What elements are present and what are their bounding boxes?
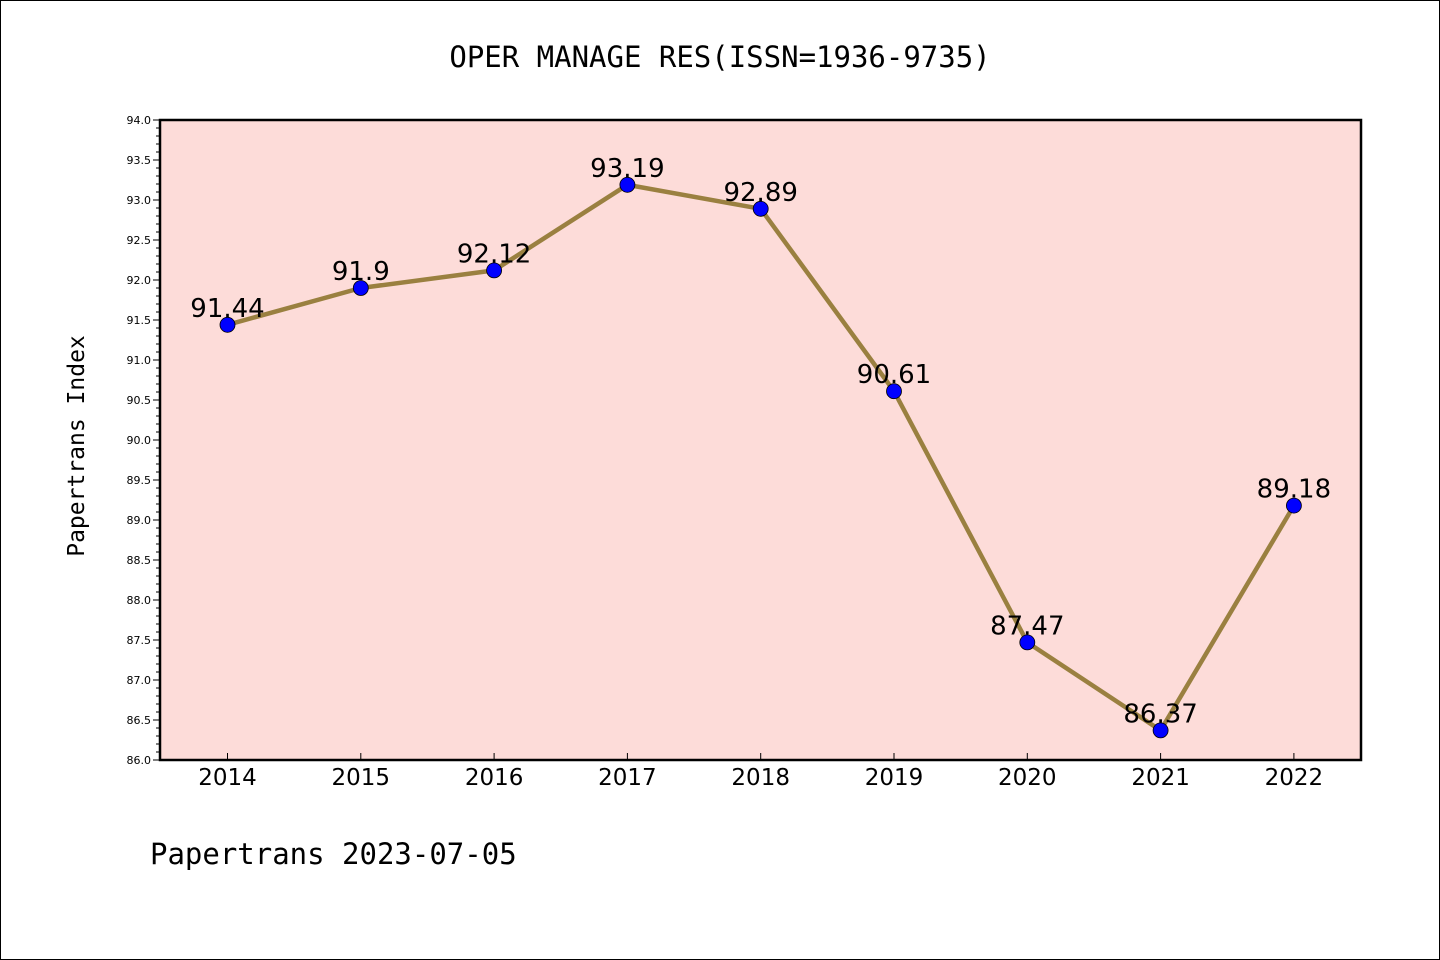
x-tick-label: 2021	[1131, 765, 1190, 791]
data-point	[619, 176, 636, 193]
data-point	[352, 280, 369, 296]
x-axis-ticks: 2014 2015 2016 2017 2018 2019 2020 2021 2022	[198, 753, 1323, 791]
x-tick-label: 2017	[598, 765, 657, 791]
data-labels: 91.44 91.9 92.12 93.19 92.89 90.61 87.47 86.37 8…	[190, 154, 1331, 730]
series	[219, 176, 1302, 739]
data-label: 91.44	[190, 294, 264, 324]
y-tick-label: 88.0	[127, 594, 152, 607]
plot-area	[160, 120, 1361, 760]
x-tick-label: 2022	[1265, 765, 1324, 791]
data-label: 92.12	[457, 239, 531, 269]
data-label: 90.61	[857, 360, 931, 390]
y-tick-label: 91.5	[127, 314, 152, 327]
x-tick-label: 2015	[332, 765, 391, 791]
data-label: 86.37	[1123, 699, 1197, 729]
y-tick-label: 92.5	[127, 234, 152, 247]
x-tick-label: 2019	[865, 765, 924, 791]
x-tick-label: 2016	[465, 765, 524, 791]
data-point	[219, 316, 236, 333]
data-label: 87.47	[990, 611, 1064, 641]
data-point	[1152, 722, 1169, 739]
y-tick-label: 89.0	[127, 514, 152, 527]
x-tick-label: 2014	[198, 765, 257, 791]
data-point	[486, 262, 503, 279]
y-tick-label: 88.5	[127, 554, 152, 567]
y-tick-label: 86.0	[127, 754, 152, 767]
data-point	[1019, 634, 1036, 651]
x-tick-label: 2020	[998, 765, 1057, 791]
y-tick-label: 87.5	[127, 634, 152, 647]
y-axis-label: Papertrans Index	[64, 335, 90, 557]
y-tick-label: 86.5	[127, 714, 152, 727]
data-point	[1286, 497, 1302, 514]
data-point	[886, 383, 902, 400]
data-label: 93.19	[590, 154, 664, 184]
y-tick-label: 87.0	[127, 674, 152, 687]
y-tick-label: 90.5	[127, 394, 152, 407]
y-tick-label: 93.5	[127, 154, 152, 167]
y-tick-label: 94.0	[127, 114, 152, 127]
data-label: 89.18	[1257, 475, 1331, 505]
y-tick-label: 90.0	[127, 434, 152, 447]
chart-title: OPER MANAGE RES(ISSN=1936-9735)	[449, 40, 990, 74]
y-tick-label: 92.0	[127, 274, 152, 287]
data-label: 91.9	[332, 257, 390, 287]
y-tick-label: 93.0	[127, 194, 152, 207]
data-point	[752, 200, 769, 217]
data-label: 92.89	[723, 178, 797, 208]
footer-source-date: Papertrans 2023-07-05	[150, 837, 517, 871]
plot-border	[158, 118, 1363, 762]
y-tick-label: 89.5	[127, 474, 152, 487]
y-axis-ticks: 86.0 86.5 87.0 87.5 88.0 88.5 89.0 89.5 90.0 90.5…	[127, 114, 160, 767]
y-tick-label: 91.0	[127, 354, 152, 367]
x-tick-label: 2018	[731, 765, 790, 791]
